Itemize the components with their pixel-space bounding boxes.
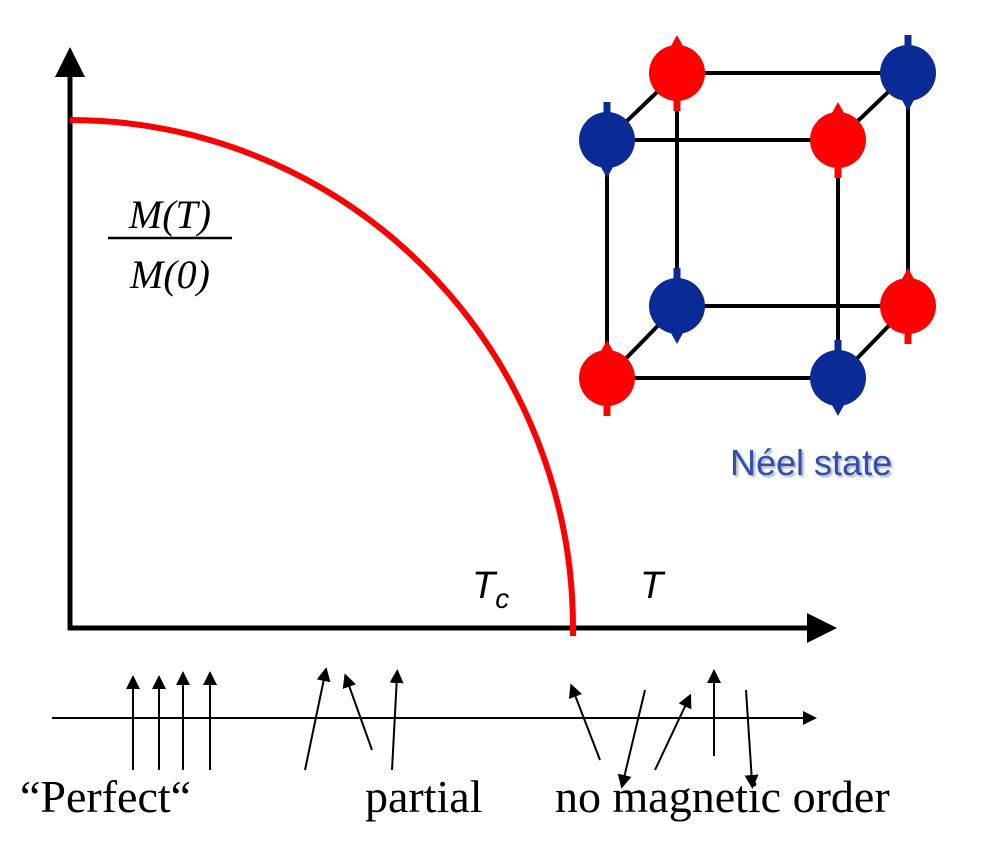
spin-arrow [655,700,688,770]
cube [607,73,908,378]
spin-site [579,340,635,416]
tc-label: Tc [472,565,509,614]
temperature-label: T [640,565,666,607]
spin-head [666,35,688,55]
spin-arrow [573,690,600,760]
spin-arrows [133,674,752,782]
partial-caption: partial [365,771,483,822]
spin-arrow [623,690,645,782]
spin-head [596,340,618,360]
spins [579,35,936,416]
spin-head [897,91,919,111]
spin-site [810,340,866,416]
spin-head [827,396,849,416]
spin-arrow [392,676,397,770]
spin-head [827,102,849,122]
spin-arrow [305,674,325,770]
ratio-numerator: M(T) [128,192,211,237]
ratio-denominator: M(0) [129,252,210,297]
spin-head [897,268,919,288]
neel-caption: Néel state [730,442,892,483]
spin-site [579,102,635,178]
spin-head [596,158,618,178]
perfect-caption: “Perfect“ [20,771,191,822]
spin-site [649,268,705,344]
spin-site [880,35,936,111]
diagram: M(T) M(0) Tc T Néel state “Perfect“ part… [0,0,1007,847]
tc-subscript: c [495,583,509,614]
spin-head [666,324,688,344]
tc-symbol: T [472,565,498,607]
spin-arrow [746,690,752,782]
spin-arrow [347,680,372,750]
spin-site [880,268,936,344]
disorder-caption: no magnetic order [555,771,890,822]
spin-site [810,102,866,178]
spin-site [649,35,705,111]
